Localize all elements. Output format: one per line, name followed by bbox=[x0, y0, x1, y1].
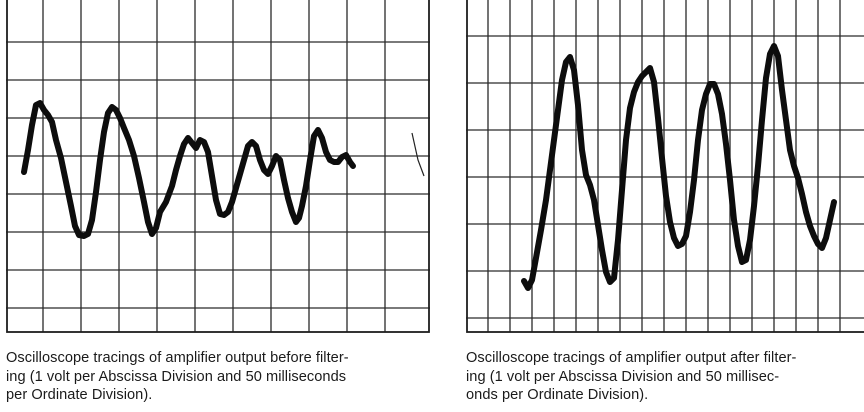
waveform-trace-after bbox=[521, 43, 837, 291]
caption-line: Oscilloscope tracings of amplifier outpu… bbox=[6, 350, 349, 366]
figure-caption-after: Oscilloscope tracings of amplifier outpu… bbox=[466, 349, 864, 405]
caption-line: Oscilloscope tracings of amplifier outpu… bbox=[466, 350, 797, 366]
scope-frame bbox=[466, 0, 864, 333]
trace-artifact-mark bbox=[411, 132, 425, 177]
waveform-trace-before bbox=[21, 100, 356, 239]
caption-line: onds per Ordinate Division). bbox=[466, 387, 649, 403]
figure-after-filtering: Oscilloscope tracings of amplifier outpu… bbox=[466, 0, 864, 403]
oscilloscope-screen-before bbox=[6, 0, 430, 333]
caption-line: ing (1 volt per Abscissa Division and 50… bbox=[6, 368, 347, 385]
figure-before-filtering: Oscilloscope tracings of amplifier outpu… bbox=[6, 0, 432, 403]
figure-caption-before: Oscilloscope tracings of amplifier outpu… bbox=[6, 349, 436, 405]
caption-line: ing (1 volt per Abscissa Division and 50… bbox=[466, 368, 780, 385]
scope-graticule bbox=[6, 0, 430, 332]
caption-line: per Ordinate Division). bbox=[6, 387, 153, 403]
scope-frame bbox=[6, 0, 430, 333]
oscilloscope-screen-after bbox=[466, 0, 864, 333]
